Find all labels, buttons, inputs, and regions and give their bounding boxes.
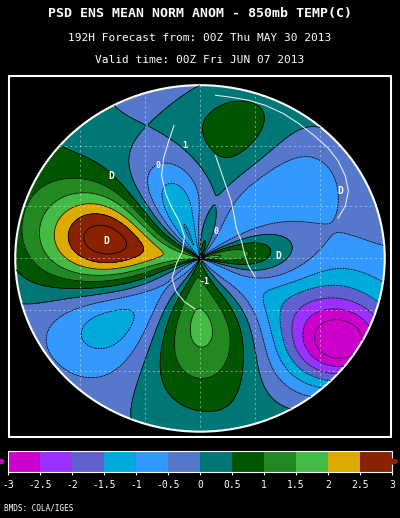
Point (5, 434, 11, 442)
Point (5, 434, 11, 442)
Point (5, 434, 11, 442)
Point (5, 434, 11, 442)
Text: D: D (104, 236, 110, 246)
Text: D: D (275, 251, 281, 262)
Point (5, 434, 11, 442)
Text: D: D (337, 186, 343, 196)
Text: BMDS: COLA/IGES: BMDS: COLA/IGES (4, 504, 73, 513)
Point (5, 434, 11, 442)
Point (5, 434, 11, 442)
Point (5, 434, 11, 442)
Point (5, 434, 11, 442)
Point (5, 434, 11, 442)
Point (5, 434, 11, 442)
Point (5, 434, 11, 442)
Point (5, 434, 11, 442)
Point (5, 434, 11, 442)
Text: D: D (109, 171, 115, 181)
Text: 1: 1 (182, 141, 187, 150)
Point (5, 434, 11, 442)
Point (5, 434, 11, 442)
Point (5, 434, 11, 442)
Text: 0: 0 (156, 161, 161, 170)
Text: PSD ENS MEAN NORM ANOM - 850mb TEMP(C): PSD ENS MEAN NORM ANOM - 850mb TEMP(C) (48, 7, 352, 20)
Point (5, 434, 11, 442)
Point (5, 434, 11, 442)
Point (5, 434, 11, 442)
Point (5, 434, 11, 442)
Text: 0: 0 (213, 227, 218, 236)
Point (5, 434, 11, 442)
Text: 192H Forecast from: 00Z Thu MAY 30 2013: 192H Forecast from: 00Z Thu MAY 30 2013 (68, 33, 332, 42)
Text: Valid time: 00Z Fri JUN 07 2013: Valid time: 00Z Fri JUN 07 2013 (95, 55, 305, 65)
Point (5, 434, 11, 442)
Point (5, 434, 11, 442)
Point (5, 434, 11, 442)
Text: -1: -1 (200, 277, 210, 286)
Point (5, 434, 11, 442)
Point (5, 434, 11, 442)
